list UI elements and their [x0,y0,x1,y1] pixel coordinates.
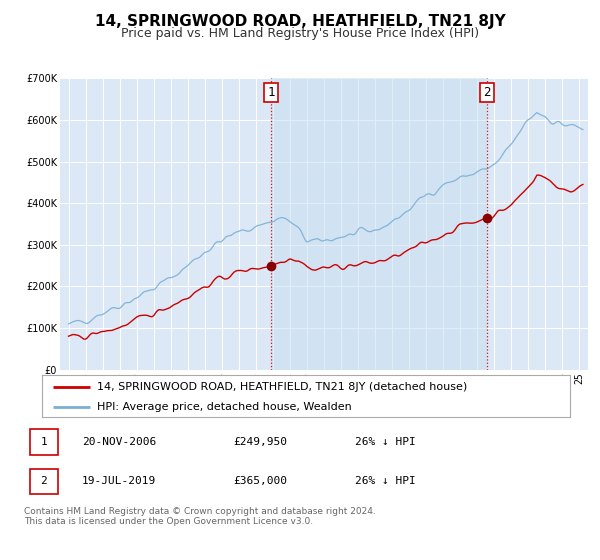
Text: 2: 2 [40,477,47,486]
Bar [271,78,487,370]
Text: 26% ↓ HPI: 26% ↓ HPI [355,477,416,486]
Text: 1: 1 [268,86,275,99]
Text: Contains HM Land Registry data © Crown copyright and database right 2024.
This d: Contains HM Land Registry data © Crown c… [24,507,376,526]
Text: £365,000: £365,000 [234,477,288,486]
Text: 2: 2 [483,86,490,99]
Text: 19-JUL-2019: 19-JUL-2019 [82,477,156,486]
Text: HPI: Average price, detached house, Wealden: HPI: Average price, detached house, Weal… [97,402,352,412]
Text: £249,950: £249,950 [234,437,288,447]
Text: 14, SPRINGWOOD ROAD, HEATHFIELD, TN21 8JY (detached house): 14, SPRINGWOOD ROAD, HEATHFIELD, TN21 8J… [97,382,467,392]
FancyBboxPatch shape [29,430,58,455]
Text: Price paid vs. HM Land Registry's House Price Index (HPI): Price paid vs. HM Land Registry's House … [121,27,479,40]
Text: 1: 1 [40,437,47,447]
Text: 26% ↓ HPI: 26% ↓ HPI [355,437,416,447]
Text: 14, SPRINGWOOD ROAD, HEATHFIELD, TN21 8JY: 14, SPRINGWOOD ROAD, HEATHFIELD, TN21 8J… [95,14,505,29]
FancyBboxPatch shape [29,469,58,494]
Text: 20-NOV-2006: 20-NOV-2006 [82,437,156,447]
